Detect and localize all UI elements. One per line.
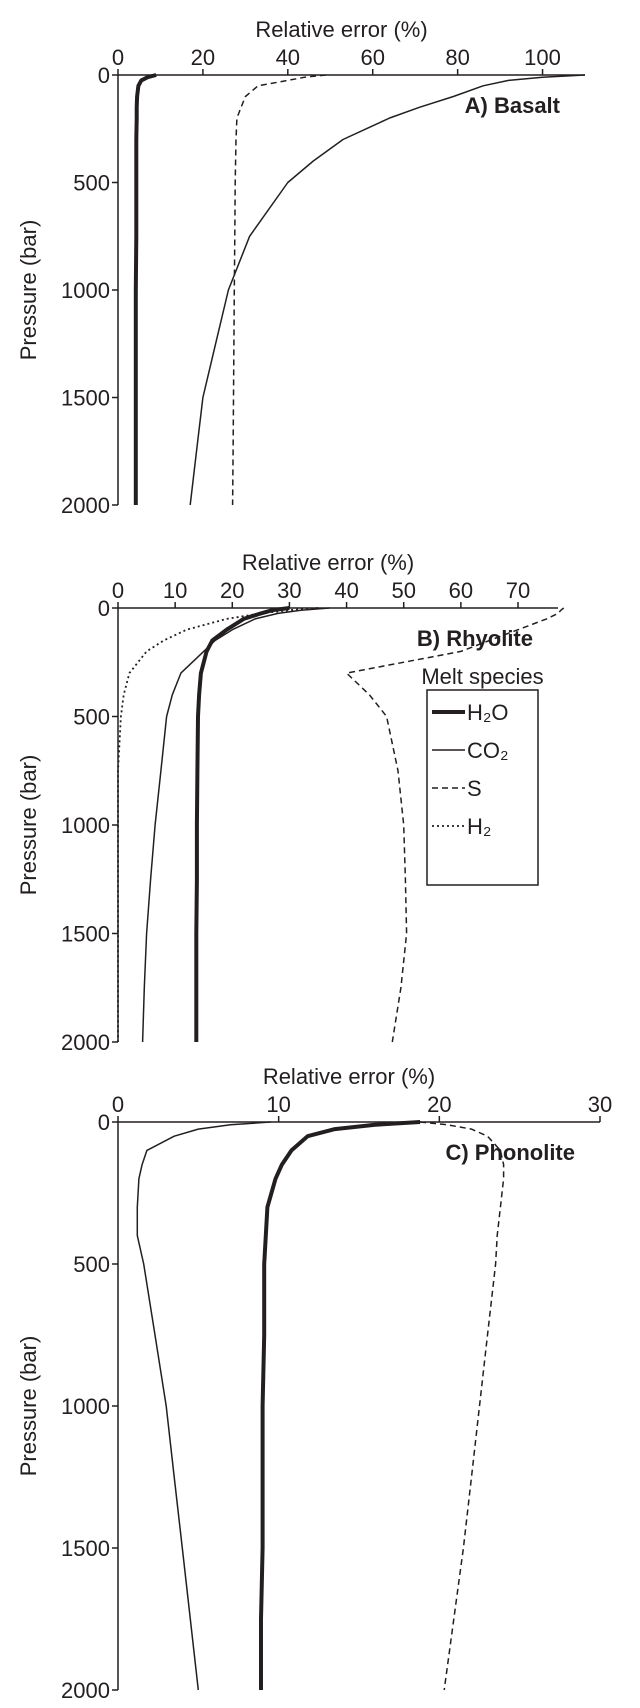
y-axis-label: Pressure (bar)	[16, 755, 41, 896]
y-tick-label: 1500	[61, 922, 110, 947]
series-line	[133, 73, 157, 505]
x-tick-label: 80	[445, 45, 469, 70]
series-line	[420, 1121, 505, 1691]
legend-label: H₂O	[467, 700, 509, 725]
series-line	[259, 1120, 421, 1690]
y-tick-label: 2000	[61, 1678, 110, 1703]
legend-label: CO₂	[467, 738, 509, 763]
x-tick-label: 0	[112, 1092, 124, 1117]
x-tick-label: 20	[427, 1092, 451, 1117]
legend-box	[426, 689, 539, 886]
x-tick-label: 40	[276, 45, 300, 70]
x-tick-label: 60	[449, 578, 473, 603]
y-tick-label: 1500	[61, 1536, 110, 1561]
x-tick-label: 50	[391, 578, 415, 603]
y-tick-label: 0	[98, 63, 110, 88]
y-tick-label: 500	[73, 171, 110, 196]
x-tick-label: 100	[524, 45, 561, 70]
legend-title: Melt species	[421, 664, 543, 689]
x-tick-label: 30	[588, 1092, 612, 1117]
x-tick-label: 20	[220, 578, 244, 603]
y-tick-label: 1500	[61, 386, 110, 411]
x-axis-label: Relative error (%)	[242, 550, 414, 575]
y-tick-label: 500	[73, 1252, 110, 1277]
y-tick-label: 1000	[61, 278, 110, 303]
x-tick-label: 30	[277, 578, 301, 603]
x-tick-label: 40	[334, 578, 358, 603]
series-line	[345, 607, 565, 1043]
series-line	[231, 74, 327, 506]
x-tick-label: 0	[112, 45, 124, 70]
y-tick-label: 2000	[61, 493, 110, 518]
x-tick-label: 60	[360, 45, 384, 70]
x-tick-label: 20	[191, 45, 215, 70]
series-line	[141, 607, 330, 1043]
y-tick-label: 1000	[61, 1394, 110, 1419]
legend-label: S	[467, 776, 482, 801]
legend-label: H₂	[467, 814, 491, 839]
panel-label: C) Phonolite	[445, 1140, 575, 1165]
x-axis-label: Relative error (%)	[263, 1064, 435, 1089]
y-tick-label: 0	[98, 1110, 110, 1135]
y-tick-label: 0	[98, 596, 110, 621]
y-tick-label: 500	[73, 705, 110, 730]
x-tick-label: 70	[506, 578, 530, 603]
series-line	[117, 607, 319, 1042]
x-tick-label: 10	[266, 1092, 290, 1117]
y-axis-label: Pressure (bar)	[16, 1336, 41, 1477]
series-line	[194, 606, 290, 1042]
x-tick-label: 10	[163, 578, 187, 603]
y-axis-label: Pressure (bar)	[16, 220, 41, 361]
series-line	[189, 74, 586, 506]
panel-label: A) Basalt	[465, 93, 561, 118]
y-tick-label: 2000	[61, 1030, 110, 1055]
x-axis-label: Relative error (%)	[255, 17, 427, 42]
x-tick-label: 0	[112, 578, 124, 603]
panel-label: B) Rhyolite	[417, 626, 533, 651]
series-line	[136, 1121, 271, 1691]
y-tick-label: 1000	[61, 813, 110, 838]
